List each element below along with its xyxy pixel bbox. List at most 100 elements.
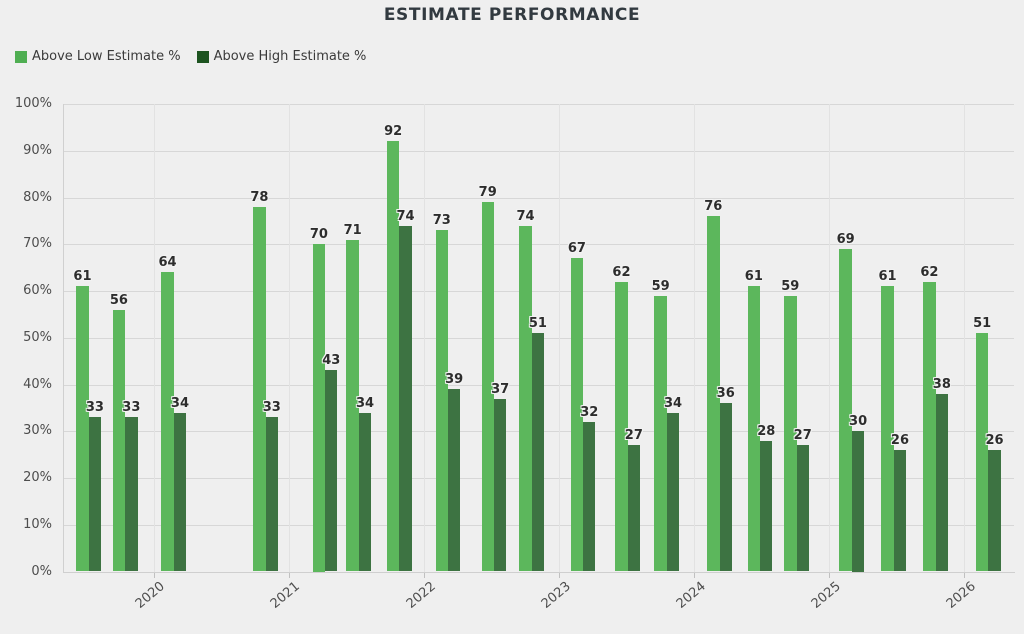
bar-above-low[interactable]: [881, 286, 894, 572]
y-axis-label: 10%: [23, 516, 52, 532]
bar-above-low[interactable]: [519, 225, 532, 572]
bar-above-high[interactable]: [627, 445, 641, 572]
bar-above-low[interactable]: [312, 244, 326, 572]
y-axis-label: 80%: [23, 189, 52, 205]
bar-value-label: 56: [109, 292, 128, 308]
bar-value-label: 74: [396, 208, 415, 224]
bar-value-label: 59: [781, 278, 800, 294]
x-axis-label: 2026: [943, 578, 979, 612]
x-axis-tick: [964, 571, 966, 578]
bar-above-low[interactable]: [435, 230, 448, 572]
bar-value-label: 61: [73, 269, 92, 285]
y-axis-label: 0%: [31, 563, 52, 579]
bar-value-label: 37: [491, 381, 510, 397]
y-gridline: [63, 291, 1014, 292]
y-axis-label: 90%: [23, 142, 52, 158]
bar-above-high[interactable]: [851, 431, 865, 572]
bar-value-label: 69: [836, 231, 855, 247]
x-axis-label: 2023: [538, 578, 574, 612]
bar-value-label: 39: [445, 372, 464, 388]
bar-value-label: 76: [704, 199, 723, 215]
bar-value-label: 61: [878, 269, 897, 285]
bar-value-label: 33: [262, 400, 281, 416]
bar-value-label: 34: [170, 395, 190, 411]
bar-above-low[interactable]: [747, 286, 761, 572]
bar-above-low[interactable]: [839, 248, 852, 572]
bar-value-label: 28: [757, 423, 776, 439]
bar-above-low[interactable]: [975, 333, 989, 572]
bar-above-high[interactable]: [125, 417, 138, 572]
bar-above-low[interactable]: [707, 216, 720, 572]
bar-above-high[interactable]: [893, 449, 907, 572]
bar-value-label: 26: [985, 432, 1004, 448]
bar-above-high[interactable]: [666, 412, 680, 572]
legend-swatch-high-icon: [196, 50, 209, 63]
x-gridline: [828, 104, 830, 572]
bar-above-low[interactable]: [346, 239, 359, 572]
y-gridline: [63, 244, 1014, 246]
bar-value-label: 38: [932, 376, 951, 392]
bar-above-low[interactable]: [784, 295, 797, 572]
bar-value-label: 92: [384, 124, 403, 140]
x-gridline: [558, 104, 560, 572]
x-axis-label: 2021: [268, 578, 304, 612]
bar-value-label: 73: [432, 213, 451, 229]
y-axis-label: 50%: [23, 329, 52, 345]
bar-value-label: 79: [478, 185, 497, 201]
chart-title: ESTIMATE PERFORMANCE: [383, 5, 641, 25]
x-axis-tick: [153, 571, 155, 578]
bar-value-label: 64: [158, 255, 177, 271]
bar-above-low[interactable]: [112, 309, 126, 572]
bar-above-high[interactable]: [719, 403, 732, 572]
y-gridline: [63, 150, 1014, 152]
bar-above-low[interactable]: [76, 286, 89, 572]
bar-value-label: 27: [793, 428, 812, 444]
legend-label-above-high: Above High Estimate %: [213, 49, 367, 64]
y-axis-label: 40%: [23, 376, 52, 392]
x-axis-label: 2022: [403, 578, 439, 612]
bar-above-high[interactable]: [173, 412, 187, 572]
bar-above-low[interactable]: [253, 206, 266, 572]
bar-above-high[interactable]: [88, 417, 102, 572]
bar-above-high[interactable]: [399, 225, 412, 572]
bar-above-low[interactable]: [615, 281, 628, 572]
bar-above-low[interactable]: [923, 281, 936, 572]
bar-above-low[interactable]: [481, 202, 494, 572]
x-axis-tick: [828, 571, 830, 578]
legend-swatch-low-icon: [15, 50, 27, 63]
bar-above-high[interactable]: [447, 389, 461, 572]
x-axis-line: [63, 571, 1015, 573]
bar-above-high[interactable]: [493, 398, 507, 572]
bar-above-high[interactable]: [796, 445, 809, 572]
legend-item-above-low[interactable]: Above Low Estimate %: [15, 49, 181, 64]
bar-above-low[interactable]: [570, 258, 584, 572]
bar-above-high[interactable]: [325, 370, 338, 572]
bar-above-high[interactable]: [583, 421, 596, 572]
bar-value-label: 33: [122, 400, 141, 416]
bar-above-high[interactable]: [935, 393, 949, 572]
bar-above-high[interactable]: [988, 449, 1001, 572]
bar-value-label: 27: [624, 428, 643, 444]
bar-value-label: 36: [716, 386, 735, 402]
bar-value-label: 34: [663, 395, 683, 411]
x-gridline: [964, 104, 966, 572]
bar-value-label: 62: [920, 264, 939, 280]
x-gridline: [693, 104, 695, 572]
bar-value-label: 71: [343, 222, 362, 238]
bar-value-label: 34: [355, 395, 375, 411]
bar-above-low[interactable]: [386, 141, 400, 572]
bar-value-label: 78: [250, 189, 269, 205]
bar-above-high[interactable]: [358, 412, 372, 572]
y-axis-label: 100%: [14, 96, 52, 111]
bar-above-high[interactable]: [760, 440, 773, 572]
bar-value-label: 32: [580, 404, 599, 420]
bar-above-high[interactable]: [265, 417, 279, 572]
bar-above-low[interactable]: [654, 295, 667, 572]
bar-above-low[interactable]: [161, 272, 174, 572]
y-axis-label: 70%: [23, 236, 52, 252]
bar-above-high[interactable]: [531, 333, 545, 572]
x-axis-label: 2020: [133, 578, 169, 612]
legend-item-above-high[interactable]: Above High Estimate %: [196, 49, 367, 64]
y-axis-label: 60%: [23, 283, 52, 298]
